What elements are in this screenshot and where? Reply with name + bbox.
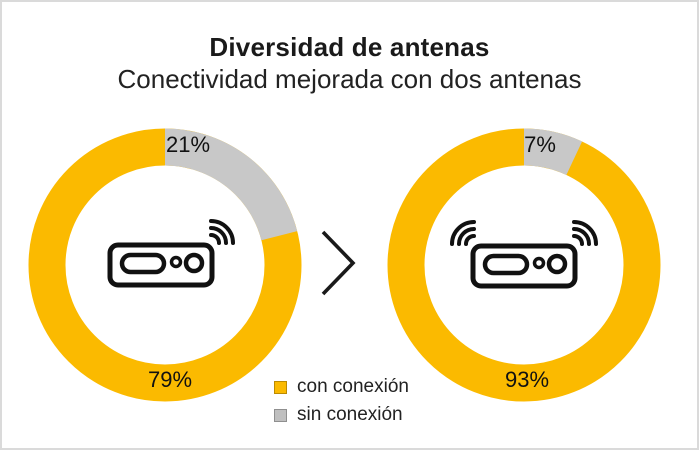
donut-segment-sin-conexion [28,128,302,402]
legend-swatch-gray [274,408,287,422]
router-big-dot [546,253,568,275]
legend-label: sin conexión [297,404,403,425]
label-sin-conexion-pct: 7% [524,132,556,157]
router-pill-port [119,252,167,275]
router-one-antenna-icon [107,218,236,288]
wifi-waves-right-icon [572,219,599,246]
legend-swatch-yellow [274,380,287,394]
donut-segment-sin-conexion [387,128,661,402]
router-body [470,243,578,289]
legend-item-sin-conexion: sin conexión [274,401,409,429]
label-sin-conexion-pct: 21% [165,132,211,157]
chart-legend: con conexión sin conexión [274,373,409,429]
router-pill-port [482,253,530,276]
donut-ring-two-antennas [387,128,661,402]
chart-title: Diversidad de antenas [209,32,490,62]
router-big-dot [183,252,205,274]
legend-item-con-conexion: con conexión [274,373,409,401]
wifi-waves-left-icon [449,219,476,246]
router-two-antennas-icon [449,219,599,289]
router-small-dot [169,255,183,269]
donut-chart-one-antenna: 21% 79% [28,128,302,402]
chevron-right-icon [321,230,356,296]
chart-subtitle: Conectividad mejorada con dos antenas [117,64,582,94]
legend-label: con conexión [297,376,409,397]
router-small-dot [532,256,546,270]
donut-chart-two-antennas: 7% 93% [387,128,661,402]
chart-header: Diversidad de antenas Conectividad mejor… [2,31,697,95]
label-con-conexion-pct: 93% [504,367,550,392]
router-body [107,242,215,288]
label-con-conexion-pct: 79% [147,367,193,392]
donut-ring-one-antenna [28,128,302,402]
